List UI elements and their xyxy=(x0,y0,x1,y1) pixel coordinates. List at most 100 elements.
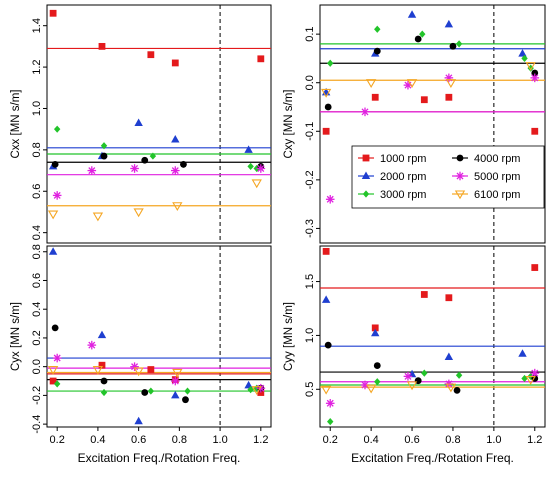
data-point xyxy=(521,374,528,383)
y-tick-label: 0.1 xyxy=(304,26,316,41)
data-point xyxy=(170,166,180,175)
y-tick-label: -0.2 xyxy=(304,170,316,189)
series-6100-rpm xyxy=(47,179,262,222)
data-point xyxy=(365,79,377,89)
data-point xyxy=(407,10,417,18)
data-point xyxy=(531,69,539,77)
data-point xyxy=(172,368,183,378)
data-point xyxy=(321,295,331,303)
data-point xyxy=(530,368,540,378)
data-point xyxy=(521,54,528,63)
plot-frame xyxy=(319,4,546,244)
data-point xyxy=(445,294,453,302)
y-axis: 0.5 1.0 1.5 xyxy=(304,274,320,397)
data-point xyxy=(92,212,104,222)
data-point xyxy=(322,247,330,255)
data-point xyxy=(320,88,332,98)
y-tick-label: 0.6 xyxy=(31,184,43,199)
data-point xyxy=(52,191,62,200)
data-point xyxy=(518,49,527,57)
chart-panel-4: 0.5 1.0 1.5 Cyy [MN s/m] 0.2 0.4 0.6 0.8 1.0 1.2 E… xyxy=(283,245,546,465)
data-point xyxy=(257,389,265,396)
x-tick-label: 0.8 xyxy=(172,434,187,446)
data-point xyxy=(51,160,59,168)
data-point xyxy=(320,385,332,395)
legend-label: 4000 rpm xyxy=(474,153,520,165)
x-tick-label: 1.2 xyxy=(253,434,268,446)
y-tick-label: 1.2 xyxy=(31,59,43,74)
data-point xyxy=(444,352,454,360)
x-axis-label: Excitation Freq./Rotation Freq. xyxy=(78,451,241,465)
series-5000-rpm xyxy=(325,73,540,204)
x-axis: 0.2 0.4 0.6 0.8 1.0 1.2 xyxy=(323,427,542,446)
data-point xyxy=(98,42,106,50)
data-point xyxy=(49,9,57,17)
data-point xyxy=(256,164,266,173)
legend-item-3000-rpm: 3000 rpm xyxy=(358,189,426,201)
data-point xyxy=(100,388,108,397)
legend-label: 5000 rpm xyxy=(474,171,520,183)
data-point xyxy=(444,73,454,83)
data-point xyxy=(141,156,149,164)
x-axis: 0.2 0.4 0.6 0.8 1.0 1.2 xyxy=(50,427,268,446)
data-point xyxy=(87,340,97,350)
data-point xyxy=(172,202,183,212)
y-tick-label: 0.2 xyxy=(31,330,43,345)
x-tick-label: 1.0 xyxy=(212,434,227,446)
series-3000-rpm xyxy=(53,125,260,173)
data-point xyxy=(365,384,377,394)
data-point xyxy=(455,40,463,48)
y-tick-label: -0.3 xyxy=(304,219,316,238)
data-point xyxy=(47,365,59,375)
legend-marker xyxy=(362,154,370,162)
data-point xyxy=(133,367,144,377)
y-axis-label: Cxx [MN s/m] xyxy=(10,90,22,159)
data-point xyxy=(98,361,106,369)
data-point xyxy=(406,79,418,89)
data-point xyxy=(324,103,332,111)
data-point xyxy=(518,349,527,357)
data-point xyxy=(373,362,381,369)
data-point xyxy=(52,353,62,363)
data-point xyxy=(133,208,144,218)
series-1000-rpm xyxy=(49,9,265,67)
series-4000-rpm xyxy=(324,35,539,111)
y-axis-label: Cyx [MN s/m] xyxy=(10,302,22,371)
series-6100-rpm xyxy=(320,376,536,395)
y-axis: 0.4 0.6 0.8 1.0 1.2 1.4 xyxy=(31,18,47,240)
y-axis-label: Cyy [MN s/m] xyxy=(283,302,295,371)
data-point xyxy=(530,73,540,83)
data-point xyxy=(445,383,457,393)
series-6100-rpm xyxy=(47,365,262,395)
legend-label: 2000 rpm xyxy=(380,171,426,183)
x-tick-label: 0.2 xyxy=(323,434,338,446)
legend-marker xyxy=(362,190,370,198)
legend-item-6100-rpm: 6100 rpm xyxy=(452,189,520,201)
data-point xyxy=(147,387,155,395)
y-tick-label: 1.5 xyxy=(304,274,316,289)
data-point xyxy=(100,152,108,160)
legend: 1000 rpm 2000 rpm 3000 rpm 4000 rpm 5000 rpm… xyxy=(351,145,545,209)
data-point xyxy=(149,152,157,160)
data-point xyxy=(171,135,180,143)
x-tick-label: 0.4 xyxy=(90,434,105,446)
y-tick-label: 0.0 xyxy=(304,75,316,90)
legend-item-2000-rpm: 2000 rpm xyxy=(358,171,426,183)
y-tick-label: 0.8 xyxy=(31,244,43,259)
series-3000-rpm xyxy=(327,369,534,426)
data-point xyxy=(48,247,58,255)
y-tick-label: -0.1 xyxy=(304,122,316,141)
plot-frame xyxy=(46,4,272,244)
y-axis: -0.3 -0.2 -0.1 0.0 0.1 xyxy=(304,26,320,238)
y-tick-label: 0.5 xyxy=(304,382,316,397)
data-point xyxy=(100,142,108,150)
data-point xyxy=(527,64,534,72)
legend-item-1000-rpm: 1000 rpm xyxy=(358,153,426,165)
data-point xyxy=(324,341,332,349)
data-point xyxy=(419,30,426,38)
series-3000-rpm xyxy=(327,25,534,72)
data-point xyxy=(325,398,335,408)
data-point xyxy=(420,96,428,104)
data-point xyxy=(373,47,381,55)
